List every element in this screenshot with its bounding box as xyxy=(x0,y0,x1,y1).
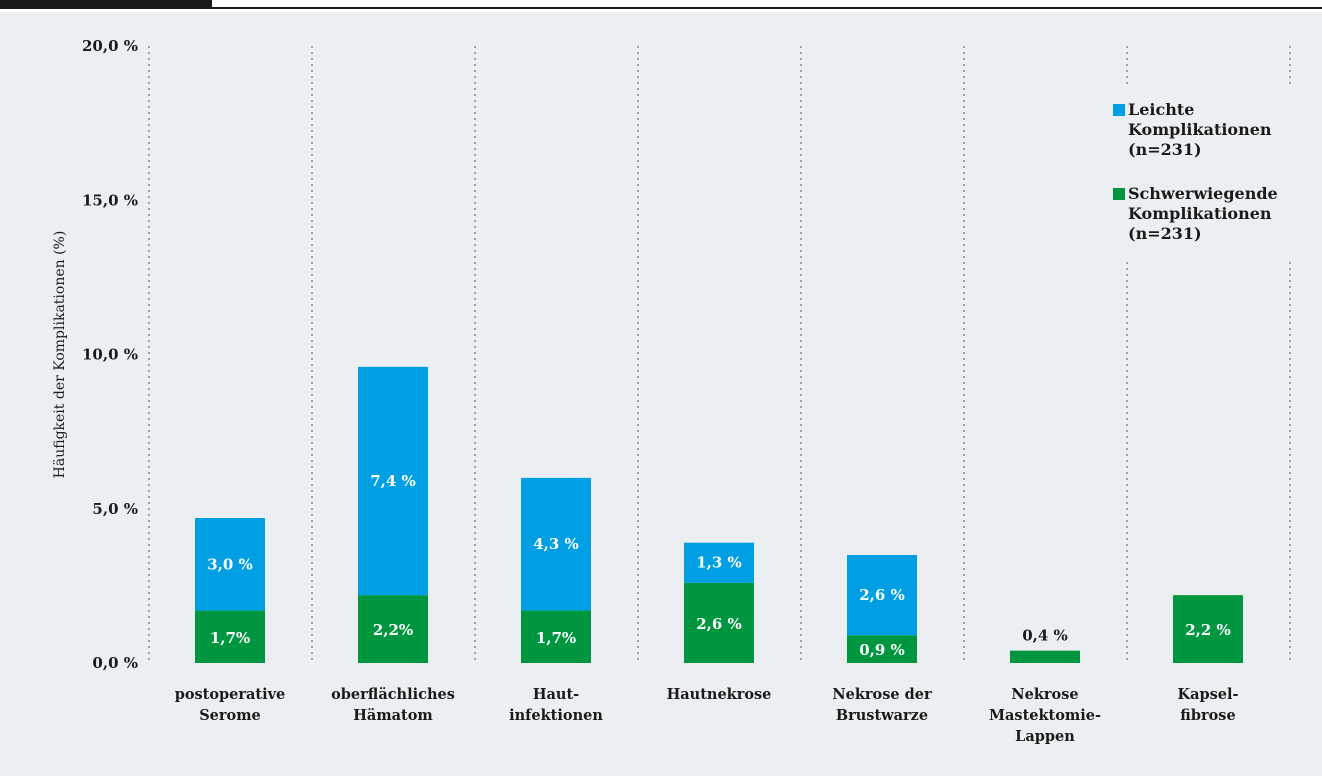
bar-severe xyxy=(521,610,591,663)
data-label-severe: 1,7% xyxy=(536,629,576,647)
category-label: Brustwarze xyxy=(836,707,928,724)
data-label-mild: 1,3 % xyxy=(696,554,742,572)
legend-entry-severe-text: Komplikationen xyxy=(1128,204,1272,223)
y-tick-label: 0,0 % xyxy=(92,654,138,672)
bar-mild xyxy=(358,366,428,596)
category-label: Lappen xyxy=(1015,728,1075,745)
category-label: Hämatom xyxy=(353,707,433,724)
bar-severe xyxy=(1173,595,1243,663)
data-label-severe: 2,2% xyxy=(373,621,413,639)
y-tick-label: 15,0 % xyxy=(82,191,138,209)
category-label: Mastektomie- xyxy=(989,707,1101,724)
category-label: Haut- xyxy=(533,686,579,703)
legend-swatch xyxy=(1113,104,1125,116)
bar-severe xyxy=(195,610,265,663)
bar-severe xyxy=(1010,650,1080,663)
bar-mild xyxy=(847,555,917,636)
data-label-severe: 0,9 % xyxy=(859,641,905,659)
bar-severe xyxy=(847,635,917,663)
category-label: Nekrose xyxy=(1011,686,1078,703)
y-axis-title: Häufigkeit der Komplikationen (%) xyxy=(52,231,68,479)
top-bar xyxy=(0,0,1322,12)
legend-entry-severe-text: (n=231) xyxy=(1128,224,1202,243)
category-label: Serome xyxy=(199,707,261,724)
bar-mild xyxy=(521,477,591,611)
data-label-mild: 7,4 % xyxy=(370,472,416,490)
data-label-severe: 0,4 % xyxy=(1022,627,1068,645)
category-label: Hautnekrose xyxy=(667,686,772,703)
y-tick-label: 20,0 % xyxy=(82,37,138,55)
category-label: Kapsel- xyxy=(1177,686,1238,703)
legend-entry-mild-text: Leichte xyxy=(1128,100,1194,119)
data-label-severe: 2,6 % xyxy=(696,615,742,633)
top-bar-rule xyxy=(212,7,1322,9)
data-label-mild: 2,6 % xyxy=(859,586,905,604)
legend-background xyxy=(1113,88,1313,258)
data-label-mild: 4,3 % xyxy=(533,535,579,553)
category-label: postoperative xyxy=(175,686,286,703)
legend-entry-severe-text: Schwerwiegende xyxy=(1128,184,1278,203)
data-label-severe: 1,7% xyxy=(210,629,250,647)
category-label: infektionen xyxy=(509,707,603,724)
data-label-mild: 3,0 % xyxy=(207,555,253,573)
bar-severe xyxy=(358,595,428,663)
bar-mild xyxy=(195,518,265,611)
bar-severe xyxy=(684,582,754,663)
top-bar-tab xyxy=(0,0,212,9)
y-tick-label: 5,0 % xyxy=(92,500,138,518)
bar-mild xyxy=(684,542,754,583)
data-label-severe: 2,2 % xyxy=(1185,621,1231,639)
category-label: fibrose xyxy=(1180,707,1235,724)
category-label: Nekrose der xyxy=(832,686,932,703)
legend-entry-mild-text: Komplikationen xyxy=(1128,120,1272,139)
legend-swatch xyxy=(1113,188,1125,200)
legend-entry-mild-text: (n=231) xyxy=(1128,140,1202,159)
category-label: oberflächliches xyxy=(331,686,455,703)
y-tick-label: 10,0 % xyxy=(82,346,138,364)
